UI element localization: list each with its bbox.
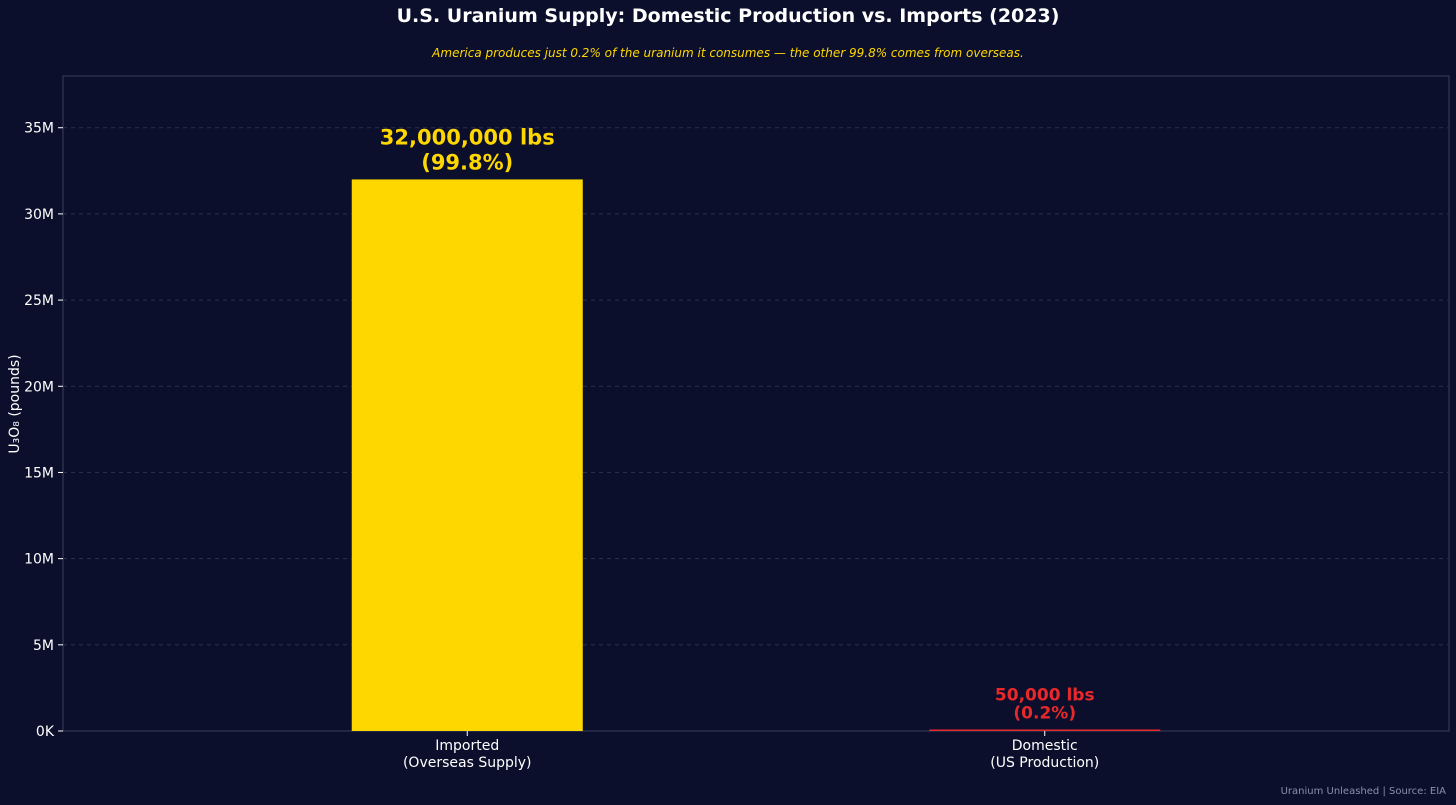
- chart-subtitle: America produces just 0.2% of the uraniu…: [432, 46, 1024, 60]
- y-tick-label: 10M: [24, 552, 54, 568]
- plot-area: [62, 75, 1450, 732]
- y-tick-label: 0K: [36, 724, 55, 740]
- bar: [351, 179, 583, 732]
- footer-source: Uranium Unleashed | Source: EIA: [1280, 786, 1446, 797]
- x-tick-label: Domestic: [1012, 738, 1078, 754]
- bar-data-label: (0.2%): [1013, 704, 1076, 724]
- y-tick-label: 35M: [24, 121, 54, 137]
- y-axis-ticks: 0K 5M 10M 15M 20M 25M 30M 35M: [24, 121, 63, 740]
- y-axis-label: U₃O₈ (pounds): [7, 354, 23, 453]
- chart-title: U.S. Uranium Supply: Domestic Production…: [396, 5, 1060, 27]
- x-tick-label: (Overseas Supply): [403, 755, 532, 771]
- x-tick-label: Imported: [435, 738, 499, 754]
- bars: 32,000,000 lbs(99.8%) 50,000 lbs(0.2%): [351, 125, 1161, 732]
- y-tick-label: 15M: [24, 465, 54, 481]
- y-tick-label: 5M: [33, 638, 54, 654]
- y-tick-label: 20M: [24, 379, 54, 395]
- x-axis-ticks: Imported(Overseas Supply) Domestic(US Pro…: [403, 731, 1099, 771]
- bar-data-label: 32,000,000 lbs: [380, 125, 555, 149]
- y-tick-label: 25M: [24, 293, 54, 309]
- bar-data-label: (99.8%): [421, 150, 513, 174]
- gridlines: [63, 127, 1449, 646]
- bar: [929, 729, 1161, 731]
- bar-data-label: 50,000 lbs: [995, 686, 1095, 706]
- x-tick-label: (US Production): [990, 755, 1099, 771]
- y-tick-label: 30M: [24, 207, 54, 223]
